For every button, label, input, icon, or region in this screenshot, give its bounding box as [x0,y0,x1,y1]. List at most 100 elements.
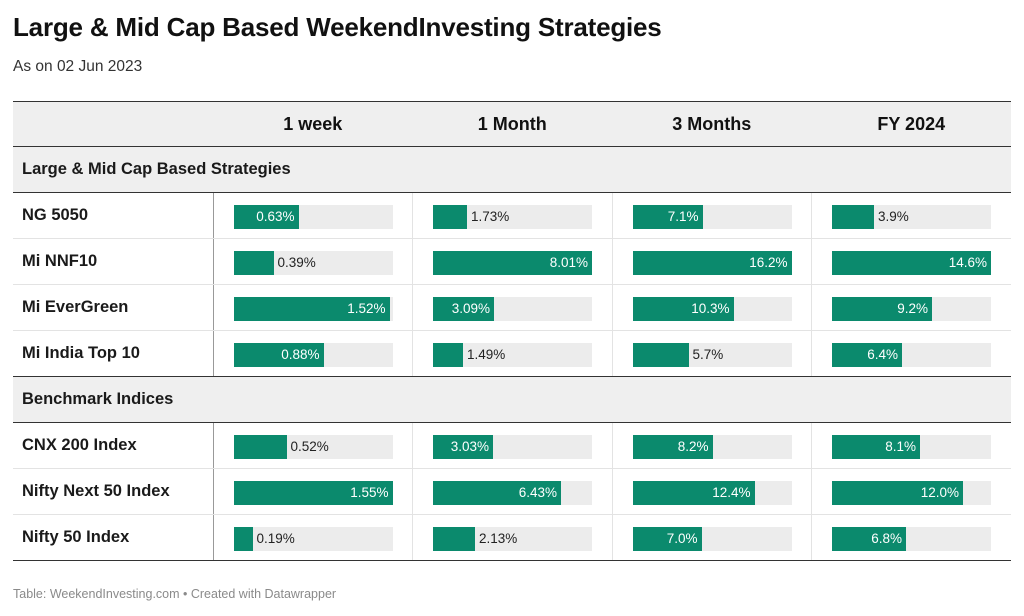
bar-cell: 2.13% [412,514,613,561]
bar [632,481,755,505]
bar-track: 0.39% [233,251,393,275]
bar [632,343,689,367]
footer-credit: Table: WeekendInvesting.com • Created wi… [13,587,337,601]
row-name: Mi NNF10 [13,238,214,285]
row-name: Nifty Next 50 Index [13,468,214,515]
bar-track: 8.1% [832,435,991,459]
group-header-row: Large & Mid Cap Based Strategies [13,146,1011,193]
table-row[interactable]: Nifty 50 Index 0.19% 2.13% 7.0% 6.8% [13,514,1011,561]
returns-table: 1 week 1 Month 3 Months FY 2024 Large & … [13,101,1011,561]
bar-value-label: 0.88% [281,347,320,362]
bar [832,251,991,275]
bar-track: 10.3% [632,297,792,321]
table-row[interactable]: Nifty Next 50 Index 1.55% 6.43% 12.4% 12.0% [13,468,1011,515]
bar-value-label: 0.39% [277,255,316,270]
bar-track: 1.49% [433,343,592,367]
bar-value-label: 6.4% [867,347,898,362]
bar-value-label: 12.4% [712,485,751,500]
table-row[interactable]: Mi EverGreen 1.52% 3.09% 10.3% 9.2% [13,284,1011,331]
bar-cell: 3.09% [412,284,613,331]
bar-cell: 1.52% [213,284,413,331]
header-row: 1 week 1 Month 3 Months FY 2024 [13,101,1011,147]
bar-value-label: 12.0% [920,485,959,500]
bar-cell: 14.6% [811,238,1011,285]
table-row[interactable]: CNX 200 Index 0.52% 3.03% 8.2% 8.1% [13,422,1011,469]
bar-cell: 10.3% [612,284,812,331]
bar-cell: 1.49% [412,330,613,377]
bar [233,435,287,459]
bar-track: 1.55% [233,481,393,505]
bar-value-label: 1.52% [347,301,386,316]
group-label: Benchmark Indices [13,376,1011,423]
column-header[interactable]: FY 2024 [811,101,1011,147]
bar [433,527,475,551]
group-label: Large & Mid Cap Based Strategies [13,146,1011,193]
bar-value-label: 5.7% [692,347,724,362]
bar-value-label: 8.2% [677,439,709,454]
table-body: Large & Mid Cap Based Strategies NG 5050 0… [13,146,1011,561]
bar-value-label: 1.73% [471,209,510,224]
bar [832,297,932,321]
bar [233,297,390,321]
bar-value-label: 1.49% [467,347,506,362]
bar-cell: 0.39% [213,238,413,285]
bar-track: 9.2% [832,297,991,321]
table-row[interactable]: NG 5050 0.63% 1.73% 7.1% 3.9% [13,192,1011,239]
bar [632,205,703,229]
row-name: Mi EverGreen [13,284,214,331]
bar [832,343,902,367]
bar-cell: 7.0% [612,514,812,561]
bar-cell: 8.1% [811,422,1011,469]
table-row[interactable]: Mi NNF10 0.39% 8.01% 16.2% 14.6% [13,238,1011,285]
bar [632,251,792,275]
bar-cell: 1.73% [412,192,613,239]
bar-track: 3.09% [433,297,592,321]
table-row[interactable]: Mi India Top 10 0.88% 1.49% 5.7% 6.4% [13,330,1011,377]
row-name: CNX 200 Index [13,422,214,469]
bar [433,297,494,321]
bar [632,435,713,459]
bar-value-label: 10.3% [691,301,730,316]
bar-cell: 1.55% [213,468,413,515]
bar [632,297,734,321]
bar-value-label: 3.09% [451,301,490,316]
bar-value-label: 8.1% [885,439,916,454]
bar-value-label: 0.19% [256,531,295,546]
row-name: Nifty 50 Index [13,514,214,561]
bar [233,251,274,275]
bar-track: 3.03% [433,435,592,459]
bar [233,527,253,551]
bar-value-label: 6.43% [518,485,557,500]
bar-value-label: 3.03% [450,439,489,454]
column-header[interactable]: 3 Months [612,101,812,147]
bar [433,343,463,367]
bar [433,205,467,229]
bar-track: 14.6% [832,251,991,275]
bar-value-label: 0.63% [256,209,295,224]
bar-cell: 6.43% [412,468,613,515]
bar [832,435,920,459]
bar-value-label: 16.2% [749,255,788,270]
bar-cell: 12.4% [612,468,812,515]
bar-cell: 0.19% [213,514,413,561]
bar-track: 8.01% [433,251,592,275]
column-header[interactable]: 1 week [213,101,413,147]
bar-track: 7.0% [632,527,792,551]
bar-track: 0.19% [233,527,393,551]
bar-track: 0.52% [233,435,393,459]
bar-track: 12.0% [832,481,991,505]
bar-track: 6.8% [832,527,991,551]
column-header[interactable]: 1 Month [412,101,612,147]
row-name: Mi India Top 10 [13,330,214,377]
bar [433,435,493,459]
chart-title: Large & Mid Cap Based WeekendInvesting S… [13,12,662,42]
bar-cell: 8.01% [412,238,613,285]
bar-value-label: 3.9% [878,209,909,224]
bar [433,251,592,275]
chart-subtitle: As on 02 Jun 2023 [13,58,143,75]
bar-cell: 12.0% [811,468,1011,515]
bar-track: 7.1% [632,205,792,229]
bar-track: 0.63% [233,205,393,229]
bar-track: 0.88% [233,343,393,367]
bar-track: 6.4% [832,343,991,367]
